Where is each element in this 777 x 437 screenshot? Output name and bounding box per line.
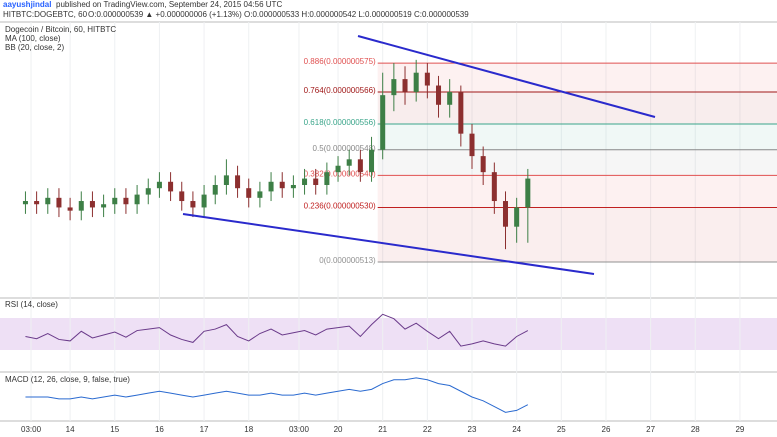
candle-body (257, 191, 263, 198)
candle-body (156, 181, 162, 189)
fib-label: 0.764(0.000000566) (304, 86, 376, 95)
candle-body (89, 201, 95, 208)
candle-body (424, 72, 430, 86)
x-tick-label: 20 (334, 425, 343, 434)
candle-body (34, 201, 40, 205)
candle-body (324, 172, 330, 185)
candle-body (168, 181, 174, 192)
fib-levels: 0.886(0.000000575) 0.764(0.000000566) 0.61… (304, 57, 777, 265)
x-tick-label: 03:00 (21, 425, 42, 434)
candle-body (525, 178, 531, 208)
x-tick-label: 24 (512, 425, 521, 434)
x-tick-label: 17 (200, 425, 209, 434)
candle-body (78, 201, 84, 211)
x-tick-label: 26 (602, 425, 611, 434)
fib-zone (377, 175, 777, 208)
candle-body (369, 149, 375, 173)
fib-label: 0.886(0.000000575) (304, 57, 376, 66)
trend-line (357, 35, 656, 118)
candle-body (380, 95, 386, 150)
candle-body (22, 201, 28, 205)
candle-body (346, 159, 352, 166)
candle-body (402, 79, 408, 92)
candle-body (290, 184, 296, 189)
candle-body (469, 133, 475, 157)
candle-body (413, 72, 419, 92)
fib-zone (377, 63, 777, 92)
candle-body (279, 181, 285, 189)
candle-body (246, 188, 252, 198)
candle-body (391, 79, 397, 96)
candle-body (491, 172, 497, 202)
candle-body (67, 207, 73, 211)
rsi-title: RSI (14, close) (5, 300, 58, 309)
candle-body (458, 91, 464, 134)
indicator-line (25, 377, 529, 413)
x-tick-label: 18 (244, 425, 253, 434)
legend-indicator: BB (20, close, 2) (5, 43, 64, 52)
trend-line (182, 213, 595, 275)
x-tick-label: 28 (691, 425, 700, 434)
candle-body (212, 184, 218, 195)
candle-body (447, 91, 453, 105)
fib-zone (377, 149, 777, 176)
candle-body (335, 165, 341, 173)
candle-body (313, 178, 319, 185)
candle-body (134, 194, 140, 205)
legend-title: Dogecoin / Bitcoin, 60, HITBTC (5, 25, 116, 34)
indicator-line (25, 313, 529, 347)
candle-body (480, 156, 486, 173)
candle-body (45, 197, 51, 205)
x-tick-label: 29 (735, 425, 744, 434)
candle-body (514, 207, 520, 227)
x-tick-label: 14 (66, 425, 75, 434)
fib-zone (377, 207, 777, 262)
rsi-band (0, 318, 777, 350)
fib-label: 0.236(0.000000530) (304, 202, 376, 211)
candle-body (235, 175, 241, 189)
candle-body (179, 191, 185, 202)
x-tick-label: 03:00 (289, 425, 310, 434)
x-tick-label: 15 (110, 425, 119, 434)
candle-body (56, 197, 62, 208)
candle-body (201, 194, 207, 208)
candle-body (101, 204, 107, 208)
x-tick-label: 21 (378, 425, 387, 434)
x-tick-label: 23 (468, 425, 477, 434)
candle-body (145, 188, 151, 195)
fib-zone (377, 124, 777, 150)
fib-label: 0(0.000000513) (319, 256, 376, 265)
marks (22, 59, 531, 413)
legend-indicator: MA (100, close) (5, 34, 61, 43)
grid (30, 22, 741, 421)
candle-body (112, 197, 118, 205)
x-tick-label: 22 (423, 425, 432, 434)
fib-label: 0.5(0.000000548) (313, 144, 377, 153)
candle-body (190, 201, 196, 208)
candle-body (123, 197, 129, 205)
fib-zone (377, 91, 777, 125)
symbol: HITBTC:DOGEBTC, 60 (3, 10, 88, 19)
published: published on TradingView.com, September … (56, 0, 282, 9)
x-tick-label: 25 (557, 425, 566, 434)
x-tick-label: 16 (155, 425, 164, 434)
fib-label: 0.382(0.000000540) (304, 169, 376, 178)
x-tick-label: 27 (646, 425, 655, 434)
stats: O:0.000000539 ▲ +0.000000006 (+1.13%) O:… (88, 10, 469, 19)
macd-title: MACD (12, 26, close, 9, false, true) (5, 375, 130, 384)
candle-body (357, 159, 363, 173)
fib-label: 0.618(0.000000556) (304, 118, 376, 127)
author[interactable]: aayushjindal (3, 0, 51, 9)
candle-body (223, 175, 229, 185)
candle-body (502, 201, 509, 227)
candle-body (302, 178, 308, 185)
candle-body (268, 181, 274, 192)
candle-body (436, 85, 442, 105)
